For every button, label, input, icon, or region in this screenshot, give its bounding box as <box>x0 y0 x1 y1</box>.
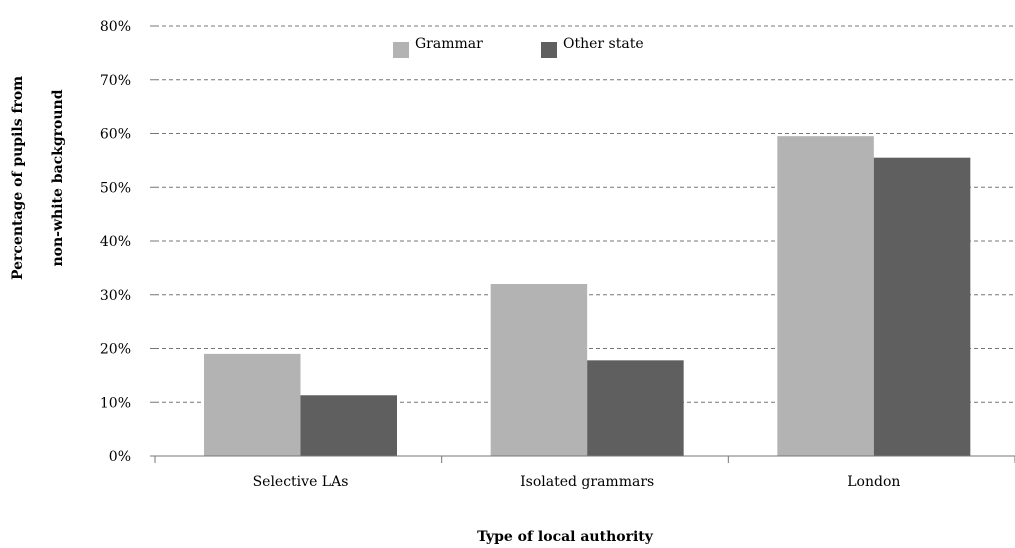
y-tick-label: 60% <box>100 127 131 143</box>
y-tick-label: 10% <box>100 395 131 411</box>
y-tick-label: 80% <box>100 19 131 35</box>
y-tick-label: 50% <box>100 180 131 196</box>
legend-swatch <box>541 42 557 58</box>
bar-other-state <box>873 157 971 456</box>
legend: Grammar Other state <box>393 36 644 58</box>
y-tick-label: 70% <box>100 73 131 89</box>
x-axis-categories: Selective LAs Isolated grammars London <box>253 474 901 490</box>
bar-other-state <box>587 360 684 456</box>
x-category-label: Isolated grammars <box>520 474 654 490</box>
y-axis-title-line-2: non-white background <box>50 89 66 266</box>
x-category-label: London <box>847 474 900 490</box>
bar-other-state <box>300 395 397 456</box>
y-tick-label: 20% <box>100 342 131 358</box>
x-axis-title: Type of local authority <box>477 529 654 545</box>
y-axis-title: Percentage of pupils from non-white back… <box>10 76 66 280</box>
y-axis-title-line-1: Percentage of pupils from <box>10 76 26 280</box>
x-axis <box>154 455 1015 463</box>
bar-grammar <box>490 284 588 456</box>
bar-grammar <box>777 136 874 456</box>
legend-swatch <box>393 42 409 58</box>
bars <box>204 136 971 456</box>
legend-label: Other state <box>563 36 644 52</box>
y-tick-label: 40% <box>100 234 131 250</box>
y-tick-label: 0% <box>109 449 131 465</box>
y-tick-label: 30% <box>100 288 131 304</box>
bar-grammar <box>204 353 301 456</box>
legend-label: Grammar <box>415 36 483 52</box>
x-category-label: Selective LAs <box>253 474 349 490</box>
y-axis-ticks: 0% 10% 20% 30% 40% 50% 60% 70% 80% <box>100 19 155 465</box>
